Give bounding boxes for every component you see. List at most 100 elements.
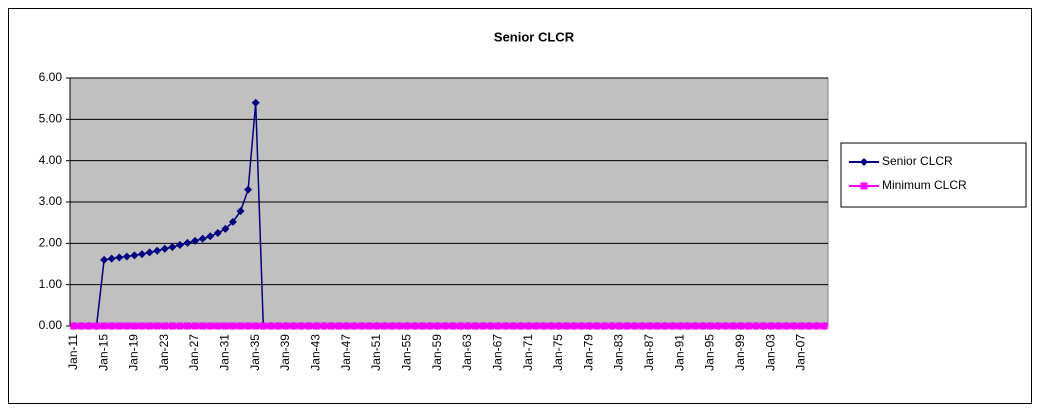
point [805, 322, 813, 330]
point [737, 322, 745, 330]
point [251, 98, 260, 107]
point [517, 322, 525, 330]
point [93, 322, 101, 330]
point [161, 322, 169, 330]
point [198, 234, 207, 243]
point [623, 322, 631, 330]
point [820, 322, 828, 330]
point [115, 322, 123, 330]
point [631, 322, 639, 330]
y-tick-label: 1.00 [39, 277, 63, 291]
point [555, 322, 563, 330]
point [729, 322, 737, 330]
point [199, 322, 207, 330]
point [107, 254, 116, 263]
point [487, 322, 495, 330]
point [183, 322, 191, 330]
x-tick-label: Jan-71 [521, 334, 535, 371]
x-tick-label: Jan-59 [430, 334, 444, 371]
point [77, 322, 85, 330]
point [168, 243, 177, 252]
point [236, 207, 245, 216]
chart-title: Senior CLCR [494, 29, 575, 44]
x-tick-label: Jan-87 [642, 334, 656, 371]
point [638, 322, 646, 330]
y-tick-label: 3.00 [39, 194, 63, 208]
point [403, 322, 411, 330]
x-tick-label: Jan-63 [460, 334, 474, 371]
legend-label: Minimum CLCR [882, 178, 967, 192]
point [244, 322, 252, 330]
point [502, 322, 510, 330]
point [100, 322, 108, 330]
point [494, 322, 502, 330]
point [146, 322, 154, 330]
x-tick-label: Jan-95 [703, 334, 717, 371]
point [509, 322, 517, 330]
legend-marker [860, 182, 868, 190]
point [684, 322, 692, 330]
point [183, 238, 192, 247]
point [813, 322, 821, 330]
point [228, 217, 237, 226]
point [691, 322, 699, 330]
point [229, 322, 237, 330]
point [237, 322, 245, 330]
point [418, 322, 426, 330]
x-tick-label: Jan-79 [581, 334, 595, 371]
point [775, 322, 783, 330]
point [70, 322, 78, 330]
point [790, 322, 798, 330]
point [108, 322, 116, 330]
legend-marker [860, 158, 868, 166]
x-tick-label: Jan-67 [490, 334, 504, 371]
point [585, 322, 593, 330]
point [138, 322, 146, 330]
point [252, 322, 260, 330]
point [122, 252, 131, 261]
point [145, 248, 154, 257]
point [699, 322, 707, 330]
point [100, 255, 109, 264]
x-tick-label: Jan-83 [612, 334, 626, 371]
point [767, 322, 775, 330]
point [646, 322, 654, 330]
x-tick-label: Jan-91 [672, 334, 686, 371]
point [115, 253, 124, 262]
point [593, 322, 601, 330]
point [305, 322, 313, 330]
point [479, 322, 487, 330]
point [449, 322, 457, 330]
point [411, 322, 419, 330]
point [797, 322, 805, 330]
point [722, 322, 730, 330]
point [175, 240, 184, 249]
y-tick-label: 6.00 [39, 70, 63, 84]
y-tick-label: 5.00 [39, 112, 63, 126]
point [123, 322, 131, 330]
point [206, 322, 214, 330]
x-tick-label: Jan-11 [66, 334, 80, 370]
x-tick-label: Jan-07 [794, 334, 808, 371]
point [752, 322, 760, 330]
x-tick-label: Jan-23 [157, 334, 171, 371]
point [456, 322, 464, 330]
point [312, 322, 320, 330]
point [221, 224, 230, 233]
point [168, 322, 176, 330]
point [213, 229, 222, 237]
y-tick-label: 0.00 [39, 318, 63, 332]
point [282, 322, 290, 330]
point [396, 322, 404, 330]
legend-box [840, 142, 1027, 208]
point [441, 322, 449, 330]
point [669, 322, 677, 330]
point [160, 244, 169, 253]
point [782, 322, 790, 330]
point [464, 322, 472, 330]
point [760, 322, 768, 330]
point [358, 322, 366, 330]
point [608, 322, 616, 330]
point [600, 322, 608, 330]
point [525, 322, 533, 330]
